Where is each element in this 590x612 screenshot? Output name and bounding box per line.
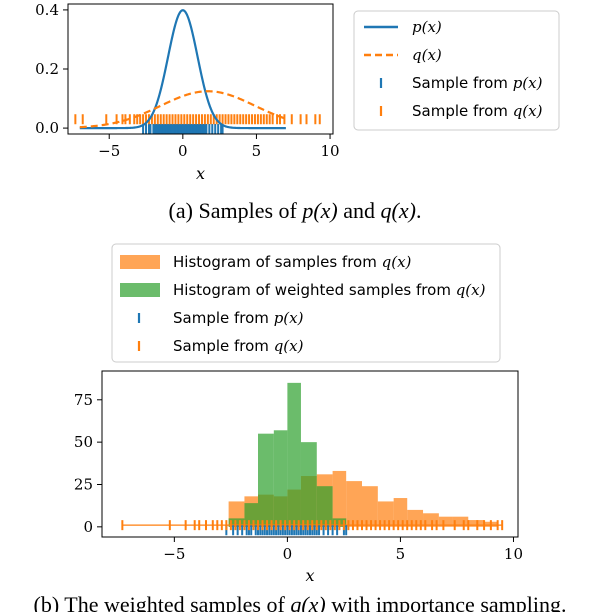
hist-bar-weighted <box>258 433 274 527</box>
caption-a: (a) Samples of p(x) and q(x). <box>169 198 422 223</box>
hist-bar-weighted <box>316 486 333 527</box>
caption-a-math-2: q(x) <box>381 198 416 223</box>
panel-a-xlabel: x <box>196 164 205 183</box>
hist-bar-weighted <box>244 503 258 527</box>
hist-bar-q <box>332 470 347 527</box>
x-tick-label: 0 <box>178 142 188 160</box>
x-tick-label: −5 <box>98 142 120 160</box>
panel-a-legend: p(x) q(x) Sample from p(x) Sample from q(x) <box>353 10 560 131</box>
panel-b-chart: −5 0 5 10 0 25 50 75 x <box>74 370 523 585</box>
x-tick-label: 10 <box>321 142 340 160</box>
hist-bar-q <box>438 516 453 527</box>
legend-label: Histogram of weighted samples from q(x) <box>173 281 486 299</box>
hist-bar-q <box>362 486 378 527</box>
hist-bar-q <box>452 516 469 527</box>
x-tick-label: 5 <box>252 142 262 160</box>
caption-a-math-1: p(x) <box>300 198 337 223</box>
y-tick-label: 0.2 <box>35 60 59 78</box>
y-tick-label: 50 <box>74 433 93 451</box>
hist-bar-q <box>468 520 485 527</box>
x-tick-label: 5 <box>396 545 406 563</box>
hist-bar-weighted <box>273 430 288 527</box>
legend-label: q(x) <box>412 46 442 64</box>
legend-label: Histogram of samples from q(x) <box>173 253 412 271</box>
caption-b-math: q(x) <box>290 592 325 612</box>
density-line-q <box>79 90 287 129</box>
x-tick-label: 0 <box>283 545 293 563</box>
panel-a-chart: −5 0 5 10 0.0 0.2 0.4 x <box>35 1 339 183</box>
legend-label: Sample from q(x) <box>412 102 543 120</box>
legend-label: p(x) <box>412 18 442 36</box>
panel-b-axes-frame <box>101 370 519 538</box>
legend-label: Sample from p(x) <box>412 74 543 92</box>
caption-a-prefix: (a) Samples of <box>169 198 303 223</box>
legend-box <box>353 10 560 131</box>
x-tick-label: −5 <box>163 545 185 563</box>
legend-swatch-patch <box>120 255 160 269</box>
panel-b-xlabel: x <box>305 566 314 585</box>
caption-b-prefix: (b) The weighted samples of <box>34 592 291 612</box>
hist-bar-weighted <box>300 442 317 527</box>
y-tick-label: 25 <box>74 475 93 493</box>
y-tick-label: 75 <box>74 391 93 409</box>
caption-b: (b) The weighted samples of q(x) with im… <box>34 592 567 612</box>
hist-bar-q <box>393 498 408 527</box>
caption-b-suffix: with importance sampling. <box>326 592 567 612</box>
legend-label: Sample from p(x) <box>173 309 304 327</box>
legend-swatch-patch <box>120 283 160 297</box>
hist-bar-weighted <box>228 518 245 527</box>
x-tick-label: 10 <box>504 545 523 563</box>
legend-label: Sample from q(x) <box>173 337 304 355</box>
y-tick-label: 0 <box>83 518 93 536</box>
y-tick-label: 0.0 <box>35 119 59 137</box>
hist-bar-q <box>346 481 362 527</box>
density-line-p <box>79 9 286 130</box>
y-tick-label: 0.4 <box>35 1 59 19</box>
caption-a-suffix: . <box>416 198 422 223</box>
hist-bar-weighted <box>287 382 301 527</box>
panel-b-legend: Histogram of samples from q(x) Histogram … <box>111 243 501 363</box>
caption-a-mid: and <box>338 198 381 223</box>
legend-box <box>111 243 501 363</box>
hist-bar-q <box>423 513 439 527</box>
